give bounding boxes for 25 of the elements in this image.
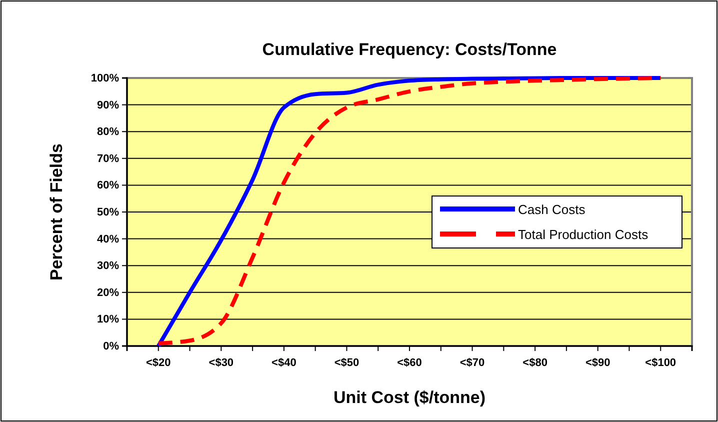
x-tick-label: <$60	[397, 357, 422, 370]
y-tick-label: 60%	[96, 180, 120, 192]
y-tick-label: 80%	[96, 126, 120, 138]
y-axis-title: Percent of Fields	[47, 144, 66, 280]
y-tick-label: 20%	[96, 286, 120, 299]
x-tick-label: <$20	[146, 357, 171, 370]
x-tick-label: <$80	[522, 357, 548, 370]
y-tick-label: 10%	[96, 314, 120, 326]
y-tick-label: 90%	[96, 99, 120, 112]
x-axis-title: Unit Cost ($/tonne)	[333, 388, 486, 407]
y-tick-label: 50%	[96, 206, 120, 219]
y-tick-label: 70%	[96, 152, 120, 165]
y-tick-label: 100%	[90, 72, 120, 85]
y-tick-label: 0%	[103, 340, 120, 353]
y-tick-label: 40%	[96, 233, 120, 246]
x-tick-label: <$100	[645, 357, 676, 370]
legend-label: Cash Costs	[518, 202, 586, 217]
legend-label: Total Production Costs	[518, 227, 649, 242]
x-tick-label: <$30	[208, 357, 234, 370]
x-tick-label: <$90	[585, 357, 610, 370]
x-tick-label: <$70	[460, 357, 485, 370]
y-tick-label: 30%	[96, 260, 120, 272]
chart-title: Cumulative Frequency: Costs/Tonne	[262, 40, 557, 59]
x-tick-label: <$40	[272, 357, 296, 370]
x-tick-label: <$50	[334, 357, 360, 370]
